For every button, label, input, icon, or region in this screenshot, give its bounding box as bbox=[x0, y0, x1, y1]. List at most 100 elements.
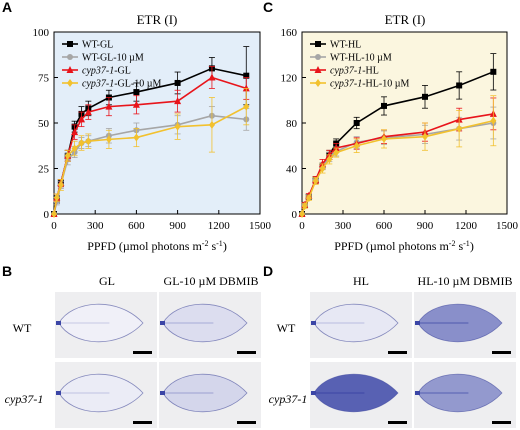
chart-a-plot-area bbox=[53, 31, 261, 215]
panel-b-leaf bbox=[58, 303, 144, 343]
panel-b-leaf-photo bbox=[55, 292, 157, 358]
c-legend-marker bbox=[315, 79, 321, 87]
a-data-point bbox=[78, 139, 85, 148]
a-xtick-label: 1200 bbox=[208, 220, 231, 232]
a-series-3 bbox=[51, 88, 250, 218]
panel-d-leaf-petiole bbox=[311, 391, 316, 395]
c-xtick-label: 1500 bbox=[496, 220, 519, 232]
a-data-point bbox=[105, 102, 113, 110]
panel-b-leaf bbox=[58, 373, 144, 413]
panel-d-scale-bar bbox=[388, 421, 407, 424]
chart-c-title: ETR (I) bbox=[385, 12, 426, 27]
panel-b-leaf-photo bbox=[159, 292, 261, 358]
panel-b-photos: B GL GL-10 µM DBMIB WT cyp37-1 bbox=[2, 263, 261, 428]
a-ytick-label: 25 bbox=[38, 164, 50, 176]
c-data-point bbox=[456, 124, 463, 133]
panel-d-leaf-photo bbox=[310, 362, 412, 428]
panel-d-scale-bar bbox=[388, 351, 407, 354]
c-ytick-label: 40 bbox=[286, 164, 298, 176]
panel-d-leaf-photo bbox=[310, 292, 412, 358]
c-data-point bbox=[301, 202, 308, 211]
c-ytick-label: 80 bbox=[286, 118, 298, 130]
a-legend-entry: WT-GL bbox=[62, 40, 113, 51]
panel-d-leaf-stain bbox=[314, 304, 398, 342]
a-ytick-label: 75 bbox=[38, 73, 50, 85]
a-xtick-label: 1500 bbox=[249, 220, 272, 232]
panel-b-scale-bar bbox=[133, 351, 152, 354]
panel-b-column-gl-dbmib: GL-10 µM DBMIB bbox=[164, 274, 259, 288]
panel-d-leaf-photo bbox=[414, 362, 516, 428]
panel-b-row-wt: WT bbox=[13, 321, 32, 335]
c-data-point bbox=[299, 210, 305, 218]
panel-letter-d: D bbox=[263, 263, 273, 279]
a-data-point bbox=[242, 84, 250, 92]
a-legend-label: WT-GL bbox=[82, 40, 113, 51]
panel-b-leaf-stain bbox=[59, 374, 143, 412]
panel-d-scale-bar bbox=[492, 421, 511, 424]
panel-d-row-wt: WT bbox=[277, 321, 296, 335]
c-data-point bbox=[319, 164, 326, 173]
a-legend-entry: WT-GL-10 µM bbox=[62, 53, 144, 64]
c-data-point bbox=[332, 144, 340, 152]
c-legend-marker bbox=[315, 41, 321, 47]
a-data-point bbox=[71, 144, 78, 153]
c-legend-entry: cyp37-1-HL-10 µM bbox=[310, 79, 409, 90]
panel-d-column-hl: HL bbox=[353, 274, 369, 288]
c-xtick-label: 900 bbox=[417, 220, 434, 232]
a-data-point bbox=[64, 151, 71, 160]
panel-b-leaf-petiole bbox=[160, 391, 165, 395]
c-legend-entry: WT-HL bbox=[310, 40, 361, 51]
a-data-point bbox=[105, 135, 112, 144]
a-data-point bbox=[243, 72, 250, 79]
c-data-point bbox=[381, 134, 387, 143]
c-ytick-label: 160 bbox=[281, 27, 298, 39]
c-data-point bbox=[312, 177, 319, 186]
panel-d-leaf bbox=[313, 303, 399, 343]
a-legend-marker bbox=[67, 54, 73, 60]
a-data-point bbox=[132, 100, 140, 108]
a-data-point bbox=[174, 97, 182, 105]
a-data-point bbox=[208, 120, 215, 129]
a-data-point bbox=[84, 108, 92, 116]
panel-b-leaf-stain bbox=[59, 304, 143, 342]
chart-c-xlabel: PPFD (µmol photons m-2 s-1) bbox=[334, 239, 474, 253]
panel-b-leaf-petiole bbox=[56, 391, 61, 395]
a-legend-entry: cyp37-1-GL-10 µM bbox=[62, 79, 161, 90]
panel-letter-a: A bbox=[2, 0, 12, 15]
c-data-point bbox=[422, 93, 428, 100]
c-data-point bbox=[456, 82, 463, 89]
a-ytick-label: 50 bbox=[38, 118, 50, 130]
a-legend-label: WT-GL-10 µM bbox=[82, 53, 144, 64]
a-data-point bbox=[77, 115, 85, 123]
a-data-point bbox=[53, 193, 60, 202]
panel-d-scale-bar bbox=[492, 351, 511, 354]
c-data-point bbox=[326, 155, 333, 164]
a-legend-marker bbox=[67, 41, 73, 47]
panel-d-row-cyp37: cyp37-1 bbox=[269, 392, 308, 406]
c-legend-label: cyp37-1-HL bbox=[330, 66, 379, 77]
panel-c-chart: C ETR (I) 0 40 80 120 160 0 300 600 900 1200 1500… bbox=[263, 0, 519, 253]
panel-d-leaf-petiole bbox=[311, 321, 316, 325]
panel-d-leaf-petiole bbox=[415, 391, 420, 395]
c-xtick-label: 0 bbox=[299, 220, 305, 232]
a-data-point bbox=[208, 73, 216, 81]
a-legend-marker bbox=[67, 79, 73, 87]
panel-b-scale-bar bbox=[237, 421, 256, 424]
panel-b-leaf bbox=[162, 303, 248, 343]
c-legend-marker bbox=[315, 54, 321, 60]
panel-b-column-gl: GL bbox=[99, 274, 115, 288]
c-ytick-label: 120 bbox=[281, 73, 298, 85]
a-data-point bbox=[85, 137, 92, 146]
c-data-point bbox=[422, 132, 428, 141]
c-data-point bbox=[353, 120, 360, 126]
panel-d-leaf-photo bbox=[414, 292, 516, 358]
panel-d-photos: D HL HL-10 µM DBMIB WT cyp37-1 bbox=[263, 263, 516, 428]
a-legend-label: cyp37-1-GL-10 µM bbox=[82, 79, 161, 90]
a-data-point bbox=[174, 79, 181, 86]
panel-d-column-hl-dbmib: HL-10 µM DBMIB bbox=[418, 274, 513, 288]
c-legend-label: cyp37-1-HL-10 µM bbox=[330, 79, 409, 90]
a-legend-entry: cyp37-1-GL bbox=[62, 66, 131, 77]
a-xtick-label: 0 bbox=[51, 220, 57, 232]
